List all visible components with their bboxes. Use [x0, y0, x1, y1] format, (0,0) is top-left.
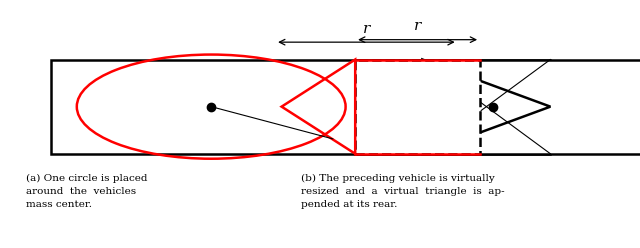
Bar [51, 60, 422, 154]
Bar [355, 60, 640, 154]
Text: (a) One circle is placed
around  the  vehicles
mass center.: (a) One circle is placed around the vehi… [26, 174, 147, 209]
Bar [422, 60, 550, 154]
Text: r: r [363, 22, 370, 36]
Text: (b) The preceding vehicle is virtually
resized  and  a  virtual  triangle  is  a: (b) The preceding vehicle is virtually r… [301, 174, 504, 209]
Text: r: r [414, 20, 421, 33]
Bar [355, 60, 480, 154]
Polygon shape [422, 60, 550, 154]
